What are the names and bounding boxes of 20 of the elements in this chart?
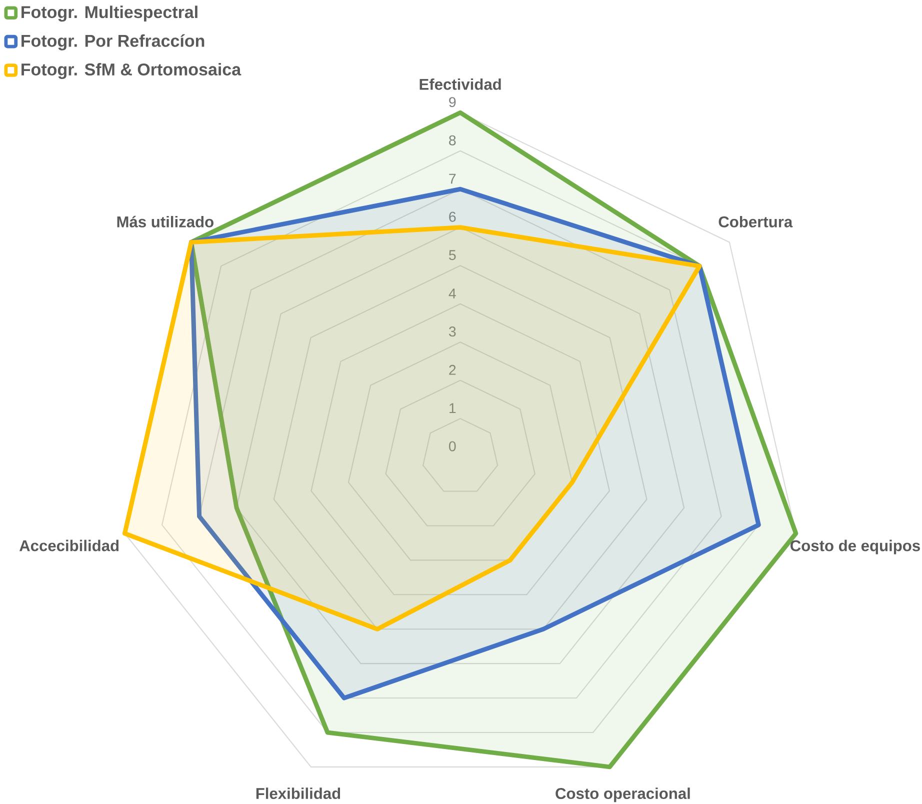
y-tick-label: 8: [449, 136, 456, 146]
y-tick-label: 5: [449, 250, 456, 260]
y-tick-label: 7: [449, 174, 456, 184]
spoke-label: Cobertura: [718, 216, 793, 228]
spoke-label: Accecibilidad: [19, 540, 119, 552]
y-tick-label: 1: [450, 404, 456, 414]
spoke-label: Costo operacional: [556, 788, 690, 802]
y-tick-label: 6: [449, 212, 456, 222]
spoke-label: Flexibilidad: [256, 788, 340, 800]
y-tick-label: 0: [448, 442, 456, 452]
y-tick-label: 9: [449, 97, 456, 108]
legend-label: Fotogr. Multiespectral: [22, 6, 198, 22]
spoke-label: Costo de equipos: [790, 540, 920, 555]
legend-label: Fotogr. Por Refraccíon: [22, 34, 204, 51]
spoke-label: Más utilizado: [117, 216, 214, 228]
y-tick-label: 3: [448, 326, 456, 337]
legend-label: Fotogr. SfM & Ortomosaica: [22, 63, 242, 80]
y-tick-label: 4: [448, 288, 456, 299]
spoke-label: Efectividad: [420, 78, 501, 90]
y-tick-label: 2: [449, 365, 456, 376]
